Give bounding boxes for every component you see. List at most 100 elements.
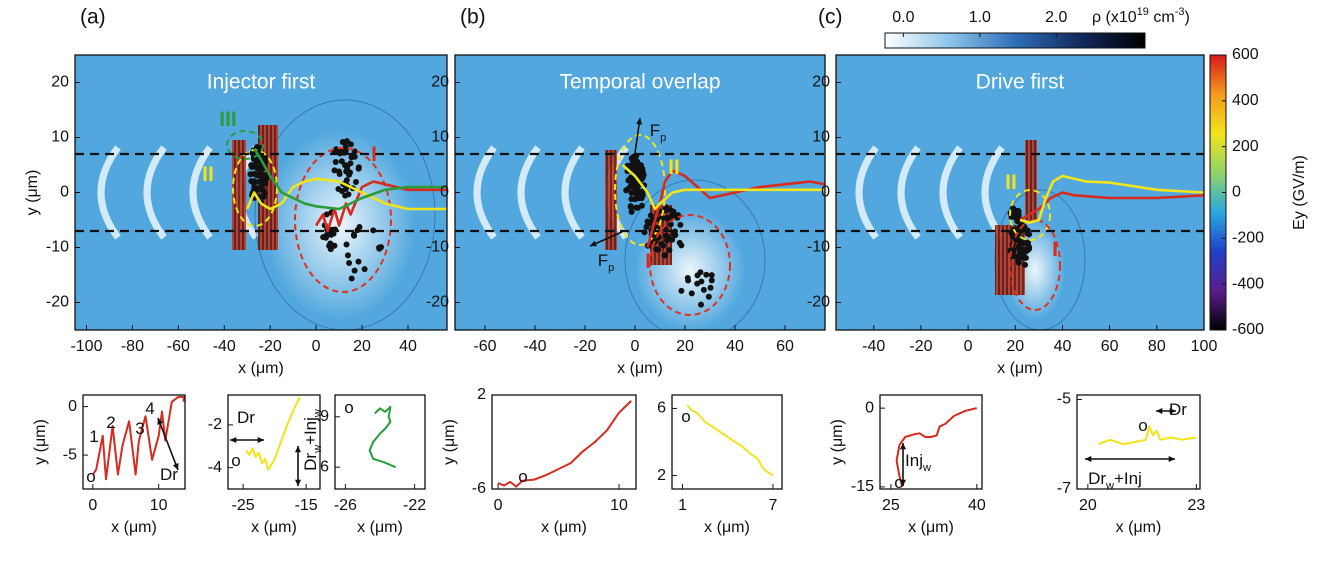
arrow xyxy=(899,443,907,486)
panel-title: Temporal overlap xyxy=(559,71,720,94)
x-tick-label: 40 xyxy=(726,338,744,355)
arrow-head xyxy=(172,463,179,470)
particle xyxy=(376,244,383,251)
annotation: Injw xyxy=(905,451,931,473)
particle xyxy=(324,230,331,237)
annotation-text: +Inj xyxy=(301,417,320,445)
arrow-head xyxy=(1085,455,1092,463)
particle xyxy=(256,178,263,185)
particle xyxy=(320,234,327,241)
y-tick-label: -15 xyxy=(851,478,874,495)
trajectory xyxy=(621,164,825,211)
annotation: II xyxy=(1005,171,1017,194)
plot-frame xyxy=(334,394,426,490)
particle xyxy=(336,171,343,178)
annotation: I xyxy=(1052,238,1058,261)
particle xyxy=(684,274,691,281)
particle xyxy=(664,233,671,240)
particle xyxy=(248,178,255,185)
trajectory xyxy=(92,395,185,481)
annotation: Dr xyxy=(160,465,178,484)
annotation-text: Dr xyxy=(1169,400,1187,419)
x-tick-label: -25 xyxy=(232,497,255,514)
particle xyxy=(253,172,260,179)
arrow-head xyxy=(1156,407,1163,415)
wake-ripple xyxy=(97,145,121,240)
y-axis-label: y (μm) xyxy=(441,419,458,465)
particle xyxy=(667,221,674,228)
trajectory xyxy=(1098,425,1197,446)
annotation: Drw+Injw xyxy=(301,409,323,471)
particle xyxy=(628,195,635,202)
x-tick-label: 40 xyxy=(1054,338,1072,355)
colorbar-label: ρ (x1019 cm-3) xyxy=(1092,6,1190,26)
particle xyxy=(346,259,353,266)
trajectory xyxy=(895,407,978,488)
particle xyxy=(667,207,674,214)
y-tick-label: 0 xyxy=(60,184,69,201)
laser-pulse xyxy=(232,140,246,250)
particle xyxy=(342,143,349,150)
y-tick-label: 10 xyxy=(51,129,69,146)
x-axis-label: x (μm) xyxy=(238,360,284,377)
particle xyxy=(1010,205,1017,212)
x-tick-label: -60 xyxy=(167,338,190,355)
panel-label: (a) xyxy=(80,6,106,29)
selection-ellipse xyxy=(226,130,264,160)
colorbar-tick-label: -200 xyxy=(1232,230,1264,247)
y-tick-label: 0 xyxy=(68,398,77,415)
laser-pulse xyxy=(1025,140,1037,220)
selection-ellipse xyxy=(1009,219,1061,311)
arrow xyxy=(589,231,623,247)
annotation-text: 4 xyxy=(145,399,154,418)
x-axis-label: x (μm) xyxy=(908,519,954,536)
annotation: I xyxy=(645,250,651,273)
y-tick-label: -10 xyxy=(807,239,830,256)
plot-frame xyxy=(227,394,321,490)
colorbar-tick-label: 600 xyxy=(1232,46,1259,63)
x-axis-label: x (μm) xyxy=(541,519,587,536)
particle xyxy=(630,159,637,166)
arrow-head xyxy=(157,418,164,425)
particle xyxy=(640,171,647,178)
x-tick-label: 20 xyxy=(1079,497,1097,514)
wake-ripple xyxy=(855,145,879,240)
particle xyxy=(708,272,715,279)
particle xyxy=(688,290,695,297)
particle xyxy=(678,287,685,294)
particle xyxy=(672,232,679,239)
y-tick-label: -20 xyxy=(426,294,449,311)
annotation-text: I xyxy=(645,250,651,273)
arrow-shaft xyxy=(157,417,179,471)
trajectory xyxy=(368,405,396,469)
annotation-text: F xyxy=(650,121,660,140)
y-tick-label: -4 xyxy=(208,459,222,476)
arrow-head xyxy=(294,479,302,486)
y-tick-label: -6 xyxy=(472,480,486,497)
particle xyxy=(343,241,350,248)
arrow xyxy=(1156,407,1176,415)
particle xyxy=(1010,253,1017,260)
x-tick-label: 0 xyxy=(312,338,321,355)
arrow-shaft xyxy=(633,117,641,161)
x-tick-label: -80 xyxy=(121,338,144,355)
y-tick-label: 6 xyxy=(320,458,329,475)
plot-frame xyxy=(1076,394,1201,490)
x-tick-label: -40 xyxy=(213,338,236,355)
x-tick-label: 60 xyxy=(1101,338,1119,355)
arrow-head xyxy=(1168,455,1175,463)
y-tick-label: 10 xyxy=(431,129,449,146)
particle xyxy=(1017,239,1024,246)
annotation: Dr xyxy=(237,408,255,427)
x-tick-label: -15 xyxy=(295,497,318,514)
particle xyxy=(666,247,673,254)
particle xyxy=(705,293,712,300)
arrow-head xyxy=(899,443,907,450)
particle xyxy=(698,278,705,285)
y-tick-label: 20 xyxy=(812,74,830,91)
arrow-head xyxy=(899,479,907,486)
annotation-text: I xyxy=(1052,238,1058,261)
particle xyxy=(348,275,355,282)
arrow xyxy=(294,446,302,486)
trajectory xyxy=(314,180,447,233)
